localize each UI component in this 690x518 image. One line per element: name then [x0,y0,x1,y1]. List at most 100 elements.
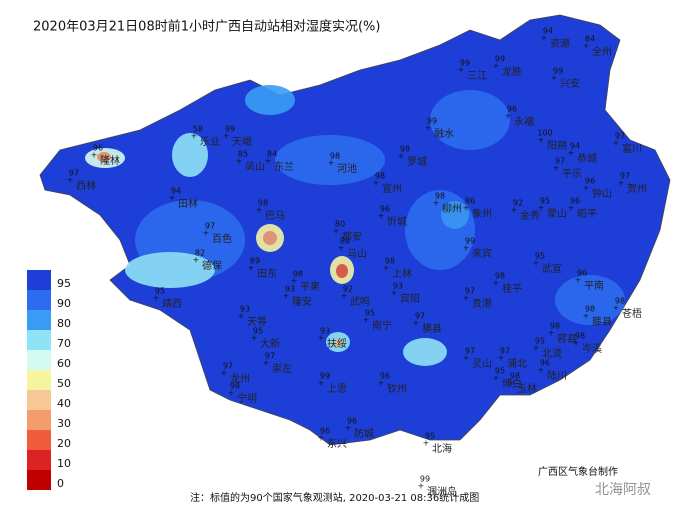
station-marker: + [493,374,500,383]
station-name: 融水 [434,128,454,140]
station-value: 99 [460,59,470,68]
station-marker: + [573,339,580,348]
legend-swatch [27,270,51,290]
station-marker: + [548,329,555,338]
station-marker: + [363,316,370,325]
station-marker: + [583,184,590,193]
station-value: 58 [193,125,203,134]
station-marker: + [511,206,518,215]
legend-swatch [27,330,51,350]
station-name: 上林 [392,267,412,280]
station-value: 93 [320,327,330,336]
station-marker: + [583,42,590,51]
station-value: 97 [265,352,275,361]
station-value: 98 [330,152,340,161]
station-name: 容县 [557,332,577,345]
station-name: 西林 [76,179,96,192]
station-value: 97 [465,287,475,296]
station-name: 大新 [260,337,280,350]
station-name: 马山 [347,248,367,260]
station-value: 98 [293,270,303,279]
station-value: 82 [195,249,205,258]
station-name: 北海 [432,442,452,455]
station-value: 95 [425,432,435,441]
station-marker: + [551,74,558,83]
station-marker: + [221,369,228,378]
station-name: 三江 [467,70,487,82]
station-name: 天峨 [232,136,252,148]
station-name: 隆安 [292,295,312,308]
watermark: 北海阿叔 [595,482,651,498]
station-value: 97 [205,222,215,231]
legend-swatch [27,470,51,490]
station-value: 98 [550,322,560,331]
legend-label: 95 [57,277,71,290]
station-marker: + [463,204,470,213]
station-value: 84 [585,35,595,44]
legend: 95 90 80 70 60 50 40 30 20 10 0 [27,270,71,490]
station-marker: + [463,294,470,303]
station-name: 天等 [247,315,267,328]
station-marker: + [458,66,465,75]
station-name: 田林 [178,197,198,210]
legend-label: 0 [57,477,64,490]
station-marker: + [223,132,230,141]
station-marker: + [533,344,540,353]
station-marker: + [418,482,425,491]
legend-swatch [27,370,51,390]
station-marker: + [618,179,625,188]
station-name: 贺州 [627,183,647,195]
station-name: 钟山 [592,187,612,200]
station-name: 博白 [502,377,522,390]
station-value: 92 [343,285,353,294]
station-name: 东兰 [274,160,294,173]
station-value: 98 [375,172,385,181]
station-value: 96 [507,105,517,114]
legend-label: 30 [57,417,71,430]
station-name: 永福 [514,115,534,128]
station-value: 99 [427,117,437,126]
station-name: 宁明 [237,392,257,405]
station-name: 上思 [327,383,347,395]
station-name: 平乐 [562,168,582,180]
station-marker: + [413,319,420,328]
station-marker: + [463,244,470,253]
station-name: 贵港 [472,297,492,310]
station-value: 96 [570,197,580,206]
station-marker: + [283,292,290,301]
station-name: 防城 [354,427,374,440]
station-value: 97 [223,362,233,371]
legend-swatch [27,350,51,370]
station-value: 99 [495,55,505,64]
station-value: 86 [465,197,475,206]
station-name: 宾阳 [400,292,420,305]
station-marker: + [463,354,470,363]
humidity-patches [85,85,625,366]
station-value: 99 [320,372,330,381]
station-value: 97 [555,157,565,166]
legend-label: 40 [57,397,71,410]
station-name: 龙胜 [502,65,522,78]
legend-swatch [27,430,51,450]
station-marker: + [493,279,500,288]
station-value: 94 [570,142,580,151]
station-name: 都安 [342,230,362,243]
station-name: 南宁 [372,319,392,332]
station-value: 93 [393,282,403,291]
legend-label: 70 [57,337,71,350]
station-marker: + [613,139,620,148]
station-marker: + [505,112,512,121]
station-marker: + [248,264,255,273]
station-marker: + [613,304,620,313]
station-value: 99 [465,237,475,246]
station-name: 东兴 [327,437,347,450]
station-value: 98 [258,199,268,208]
station-name: 北流 [542,347,562,360]
station-name: 隆林 [100,154,120,167]
legend-label: 90 [57,297,71,310]
station-marker: + [568,204,575,213]
station-name: 崇左 [272,362,292,375]
station-name: 忻城 [387,215,407,228]
legend-label: 60 [57,357,71,370]
station-name: 藤县 [592,316,612,328]
